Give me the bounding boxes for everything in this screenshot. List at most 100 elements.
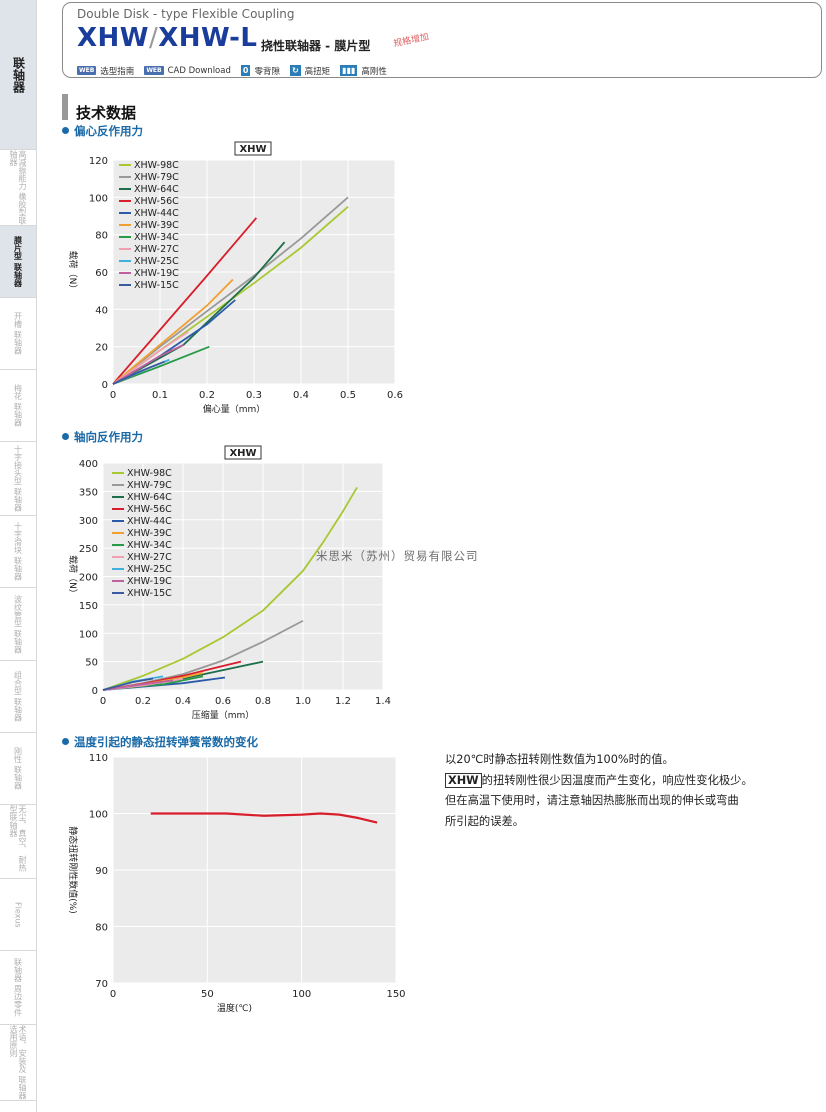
sidebar-tab[interactable]: 十字滑块 联轴器 [0, 516, 36, 588]
note-line-4: 所引起的误差。 [445, 814, 525, 828]
high-torque-label: 高扭矩 [304, 66, 331, 77]
high-rigidity-label: 高刚性 [361, 66, 387, 77]
y-tick-label: 0 [102, 380, 108, 391]
series-line [112, 330, 189, 385]
sidebar-tab[interactable]: 膜片型 联轴器 [0, 226, 36, 298]
bullet-icon [62, 433, 69, 440]
x-tick-label: 100 [292, 989, 311, 1000]
product-subtitle: Double Disk - type Flexible Coupling [77, 7, 295, 21]
legend-label: XHW-64C [127, 492, 172, 503]
x-axis-label: 压缩量（mm） [192, 709, 255, 721]
x-axis-label: 偏心量（mm） [203, 403, 266, 415]
x-tick-label: 1.2 [335, 696, 351, 707]
bullet-icon [62, 127, 69, 134]
model-name-a: XHW [77, 23, 149, 53]
y-tick-label: 80 [95, 923, 108, 934]
sidebar-tab[interactable]: 波纹管型 联轴器 [0, 588, 36, 661]
sidebar-tab[interactable]: 术语、安装及 联轴器选用原则 [0, 1025, 36, 1101]
section-title: 技术数据 [76, 104, 137, 122]
product-header: Double Disk - type Flexible Coupling XHW… [62, 2, 822, 78]
sidebar-tab-label: 开槽 联轴器 [13, 312, 23, 355]
axial-heading: 轴向反作用力 [62, 429, 143, 445]
legend-label: XHW-79C [127, 480, 172, 491]
legend-label: XHW-15C [127, 588, 172, 599]
y-tick-label: 0 [92, 686, 98, 697]
legend-label: XHW-25C [134, 256, 179, 267]
sidebar-tab[interactable]: 无尘、真空、 耐热型联轴器 [0, 805, 36, 879]
sidebar-tab-label: 刚性 联轴器 [13, 747, 23, 790]
sidebar-tab-label: 组合型 联轴器 [13, 671, 23, 722]
eccentric-heading: 偏心反作用力 [62, 123, 143, 139]
legend-label: XHW-25C [127, 564, 172, 575]
web-icon: WEB [77, 66, 97, 75]
series-line [150, 812, 378, 824]
series-line [112, 217, 258, 385]
legend-label: XHW-64C [134, 184, 179, 195]
product-model: XHW/XHW-L [77, 23, 257, 53]
web-icon: WEB [144, 66, 164, 75]
sidebar-tab[interactable]: 组合型 联轴器 [0, 661, 36, 733]
chart-title-box [234, 141, 272, 156]
y-tick-label: 120 [89, 156, 108, 167]
legend-label: XHW-56C [127, 504, 172, 515]
x-tick-label: 0.6 [215, 696, 231, 707]
legend-label: XHW-56C [134, 196, 179, 207]
temperature-chart: 70 80 90 100 110 0 50 100 150 温度(℃) 静态扭转刚性数值(%) [67, 753, 406, 1014]
high-torque-icon: ↻ [289, 65, 301, 76]
sidebar-tab[interactable]: 刚性 联轴器 [0, 733, 36, 805]
y-tick-label: 90 [95, 866, 108, 877]
y-tick-label: 100 [89, 193, 108, 204]
sidebar-tab-label: 十字滑块 联轴器 [13, 522, 23, 581]
sidebar-tab[interactable]: 联轴器 周边零件 [0, 951, 36, 1025]
sidebar-tab[interactable]: 联轴器 [0, 0, 36, 150]
sidebar-tab[interactable]: 梅花 联轴器 [0, 370, 36, 442]
x-tick-label: 0.8 [255, 696, 271, 707]
y-tick-label: 400 [79, 459, 98, 470]
x-tick-label: 1.4 [375, 696, 391, 707]
series-line [112, 241, 286, 385]
sidebar-tab[interactable]: 开槽 联轴器 [0, 298, 36, 370]
y-tick-label: 300 [79, 516, 98, 527]
model-separator: / [148, 23, 159, 53]
legend-label: XHW-39C [127, 528, 172, 539]
eccentric-chart: 0 20 40 60 80 100 120 0 0.1 0.2 0.3 0.4 0.5 0.6 偏心量（mm… [67, 141, 403, 415]
sidebar-tab-label: 术语、安装及 联轴器选用原则 [9, 1025, 27, 1100]
x-tick-label: 0.1 [152, 390, 168, 401]
chart-title-box [224, 445, 262, 460]
x-tick-label: 0.2 [199, 390, 215, 401]
sidebar-tab[interactable]: Flexus [0, 879, 36, 951]
sidebar-tab-label: 联轴器 周边零件 [13, 958, 23, 1017]
bullet-icon [62, 738, 69, 745]
sidebar-tab-label: 膜片型 联轴器 [13, 236, 23, 287]
model-name-b: XHW-L [158, 23, 258, 53]
x-tick-label: 0 [110, 390, 116, 401]
sidebar-tab-label: 梅花 联轴器 [13, 384, 23, 427]
section-marker [62, 94, 68, 120]
x-axis-label: 温度(℃) [217, 1002, 252, 1014]
series-line [112, 278, 234, 385]
y-tick-label: 100 [79, 629, 98, 640]
legend-label: XHW-79C [134, 172, 179, 183]
header-links: WEB 选型指南 WEB CAD Download 0 零背隙 ↻ 高扭矩 ▮▮… [77, 64, 387, 77]
selection-guide-link[interactable]: 选型指南 [100, 66, 135, 77]
x-tick-label: 0.2 [135, 696, 151, 707]
temperature-heading: 温度引起的静态扭转弹簧常数的变化 [62, 734, 258, 750]
series-line [102, 486, 358, 691]
x-tick-label: 0.3 [246, 390, 262, 401]
axial-chart: 0 50 100 150 200 250 300 350 400 0 0.2 0.4 0.6 0.8 1.0… [67, 445, 391, 721]
legend-label: XHW-39C [134, 220, 179, 231]
sidebar-tab[interactable]: 十字接头型 联轴器 [0, 442, 36, 516]
sidebar-tab-label: Flexus [13, 901, 23, 928]
series-line [112, 360, 166, 385]
legend-label: XHW-98C [134, 160, 179, 171]
sidebar-tab[interactable]: 高减振能力 橡胶型联轴器 [0, 150, 36, 226]
y-tick-label: 350 [79, 487, 98, 498]
legend-label: XHW-34C [127, 540, 172, 551]
series-line [112, 196, 349, 385]
y-tick-label: 20 [95, 343, 108, 354]
watermark: 米思米（苏州）贸易有限公司 [316, 549, 479, 563]
legend-label: XHW-15C [134, 280, 179, 291]
series-line [112, 345, 210, 385]
y-tick-label: 40 [95, 305, 108, 316]
cad-download-link[interactable]: CAD Download [167, 65, 231, 76]
